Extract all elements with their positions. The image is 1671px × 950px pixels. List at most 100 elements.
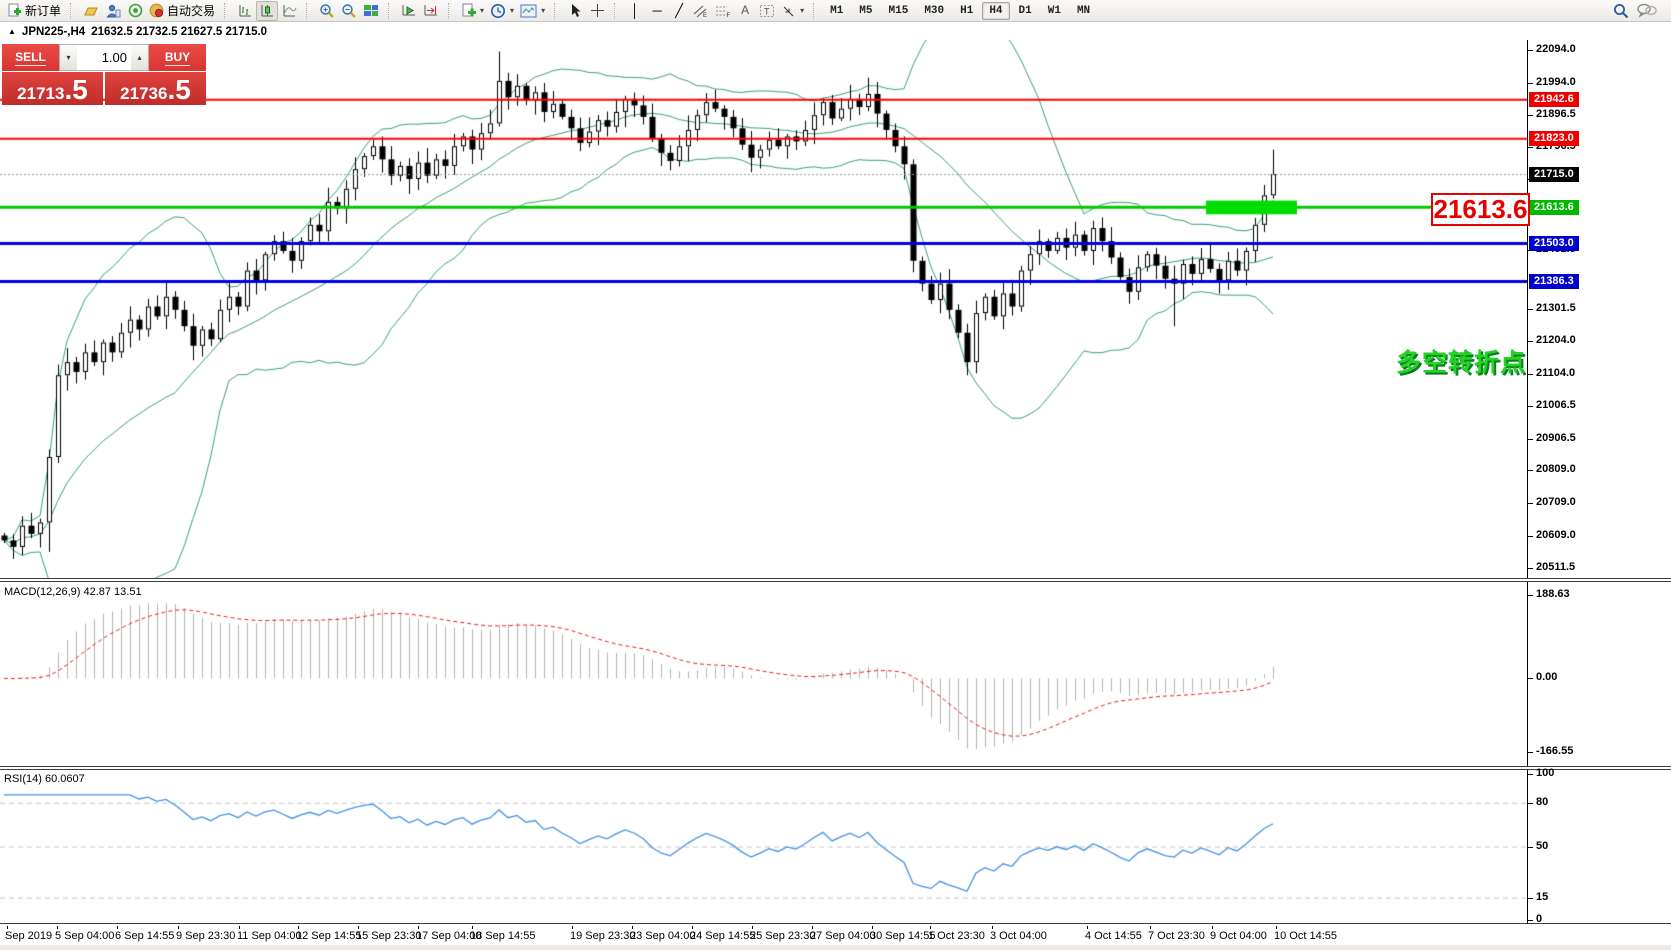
toolbar-separator <box>448 2 454 19</box>
autotrading-button[interactable]: 自动交易 <box>146 1 218 21</box>
text-icon: A <box>741 3 750 17</box>
time-tick-mark <box>752 926 753 929</box>
volume-input[interactable] <box>77 45 131 70</box>
timeframe-h4[interactable]: H4 <box>982 1 1010 20</box>
time-tick-label: 18 Sep 14:55 <box>470 930 536 942</box>
time-tick-mark <box>178 926 179 929</box>
buy-price[interactable]: 21736.5 <box>105 72 206 105</box>
price-line-badge: 21715.0 <box>1529 167 1579 182</box>
rsi-tick-label: 0 <box>1536 913 1543 925</box>
zoom-in-button[interactable] <box>316 1 338 21</box>
tile-windows-icon <box>364 5 379 16</box>
search-icon[interactable] <box>1613 3 1629 19</box>
time-tick-mark <box>812 926 813 929</box>
auto-scroll-button[interactable] <box>398 1 420 21</box>
cursor-tool-button[interactable] <box>564 1 586 21</box>
market-watch-button[interactable] <box>102 1 124 21</box>
profile-icon <box>83 7 98 16</box>
price-tick-label: 20609.0 <box>1536 529 1576 541</box>
time-tick-mark <box>992 926 993 929</box>
fibonacci-tool-button[interactable]: F <box>712 1 734 21</box>
channel-icon: E <box>693 5 707 18</box>
trendline-tool-button[interactable]: ╱ <box>668 1 690 21</box>
timeframe-m1[interactable]: M1 <box>830 4 844 17</box>
timeframe-d1[interactable]: D1 <box>1018 4 1032 17</box>
volume-box: ▾ ▴ <box>59 44 149 71</box>
panel-separator[interactable] <box>0 578 1671 582</box>
price-chart-canvas[interactable] <box>0 40 1527 926</box>
toolbar-separator <box>388 2 394 19</box>
timeframe-w1[interactable]: W1 <box>1047 4 1061 17</box>
volume-decrease-button[interactable]: ▾ <box>60 45 77 70</box>
timeframe-mn[interactable]: MN <box>1076 4 1091 17</box>
autotrading-label: 自动交易 <box>167 4 216 18</box>
channel-tool-button[interactable]: E <box>690 1 712 21</box>
signals-icon <box>128 3 142 18</box>
periods-button[interactable]: ▾ <box>487 1 517 21</box>
time-tick-label: 17 Sep 04:00 <box>416 930 482 942</box>
timeframe-m5[interactable]: M5 <box>859 4 873 17</box>
sell-price[interactable]: 21713.5 <box>2 72 103 105</box>
price-axis[interactable]: 22094.021994.021896.521796.521699.021599… <box>1528 40 1671 926</box>
price-tick-label-mark <box>1528 50 1533 51</box>
text-label-tool-button[interactable]: T <box>756 1 778 21</box>
time-tick-mark <box>1087 926 1088 929</box>
time-tick-label: 5 Sep 04:00 <box>55 930 115 942</box>
line-chart-mode-button[interactable] <box>278 1 300 21</box>
horizontal-line-price-label[interactable]: 21613.6 <box>1431 193 1530 226</box>
time-tick-label: Sep 2019 <box>5 930 53 942</box>
time-tick-label: 27 Sep 04:00 <box>810 930 876 942</box>
svg-text:T: T <box>764 6 770 16</box>
tile-windows-button[interactable] <box>360 1 382 21</box>
price-tick-label: 21204.0 <box>1536 334 1576 346</box>
bar-chart-mode-button[interactable] <box>234 1 256 21</box>
text-label-icon: T <box>760 4 775 17</box>
time-tick-mark <box>117 926 118 929</box>
new-order-button[interactable]: 新订单 <box>4 1 64 21</box>
timeframe-m30[interactable]: M30 <box>924 4 945 17</box>
indicators-button[interactable]: ▾ <box>458 1 487 21</box>
price-tick-label-mark <box>1528 374 1533 375</box>
price-tick-label-mark <box>1528 503 1533 504</box>
macd-tick-label-mark <box>1528 752 1533 753</box>
zoom-out-button[interactable] <box>338 1 360 21</box>
turning-point-annotation[interactable]: 多空转折点 <box>1396 349 1527 377</box>
time-tick-label: 3 Oct 04:00 <box>990 930 1047 942</box>
rsi-tick-label: 100 <box>1536 767 1555 779</box>
timeframe-h1[interactable]: H1 <box>960 4 974 17</box>
templates-button[interactable]: ▾ <box>517 1 548 21</box>
vertical-line-tool-button[interactable]: │ <box>624 1 646 21</box>
line-chart-icon <box>283 5 296 17</box>
crosshair-tool-button[interactable] <box>586 1 608 21</box>
price-line-badge: 21386.3 <box>1529 274 1579 289</box>
rsi-tick-label: 50 <box>1536 840 1549 852</box>
signals-button[interactable] <box>124 1 146 21</box>
panel-separator[interactable] <box>0 766 1671 770</box>
rsi-tick-label-mark <box>1528 803 1533 804</box>
price-tick-label: 21104.0 <box>1536 367 1576 379</box>
new-order-label: 新订单 <box>25 4 62 18</box>
arrows-tool-button[interactable]: ▾ <box>778 1 807 21</box>
indicators-icon <box>462 3 477 17</box>
rsi-tick-label-mark <box>1528 898 1533 899</box>
time-tick-label: 19 Sep 23:30 <box>570 930 636 942</box>
volume-increase-button[interactable]: ▴ <box>131 45 148 70</box>
window-footer-strip <box>0 945 1671 950</box>
toolbar-separator <box>70 2 76 19</box>
buy-button[interactable]: BUY <box>149 44 206 71</box>
chart-profile-button[interactable] <box>80 1 102 21</box>
time-tick-label: 9 Sep 23:30 <box>176 930 236 942</box>
time-tick-label: 7 Oct 23:30 <box>1148 930 1205 942</box>
chat-icon[interactable] <box>1637 3 1657 18</box>
fibonacci-icon: F <box>716 6 731 18</box>
time-tick-label: 15 Sep 23:30 <box>356 930 422 942</box>
chart-shift-button[interactable] <box>420 1 442 21</box>
text-tool-button[interactable]: A <box>734 1 756 21</box>
timeframe-m15[interactable]: M15 <box>888 4 909 17</box>
sell-button[interactable]: SELL <box>2 44 59 71</box>
new-order-icon <box>8 3 21 17</box>
price-line-badge: 21823.0 <box>1529 131 1579 146</box>
horizontal-line-tool-button[interactable]: ─ <box>646 1 668 21</box>
candlestick-mode-button[interactable] <box>256 0 279 21</box>
